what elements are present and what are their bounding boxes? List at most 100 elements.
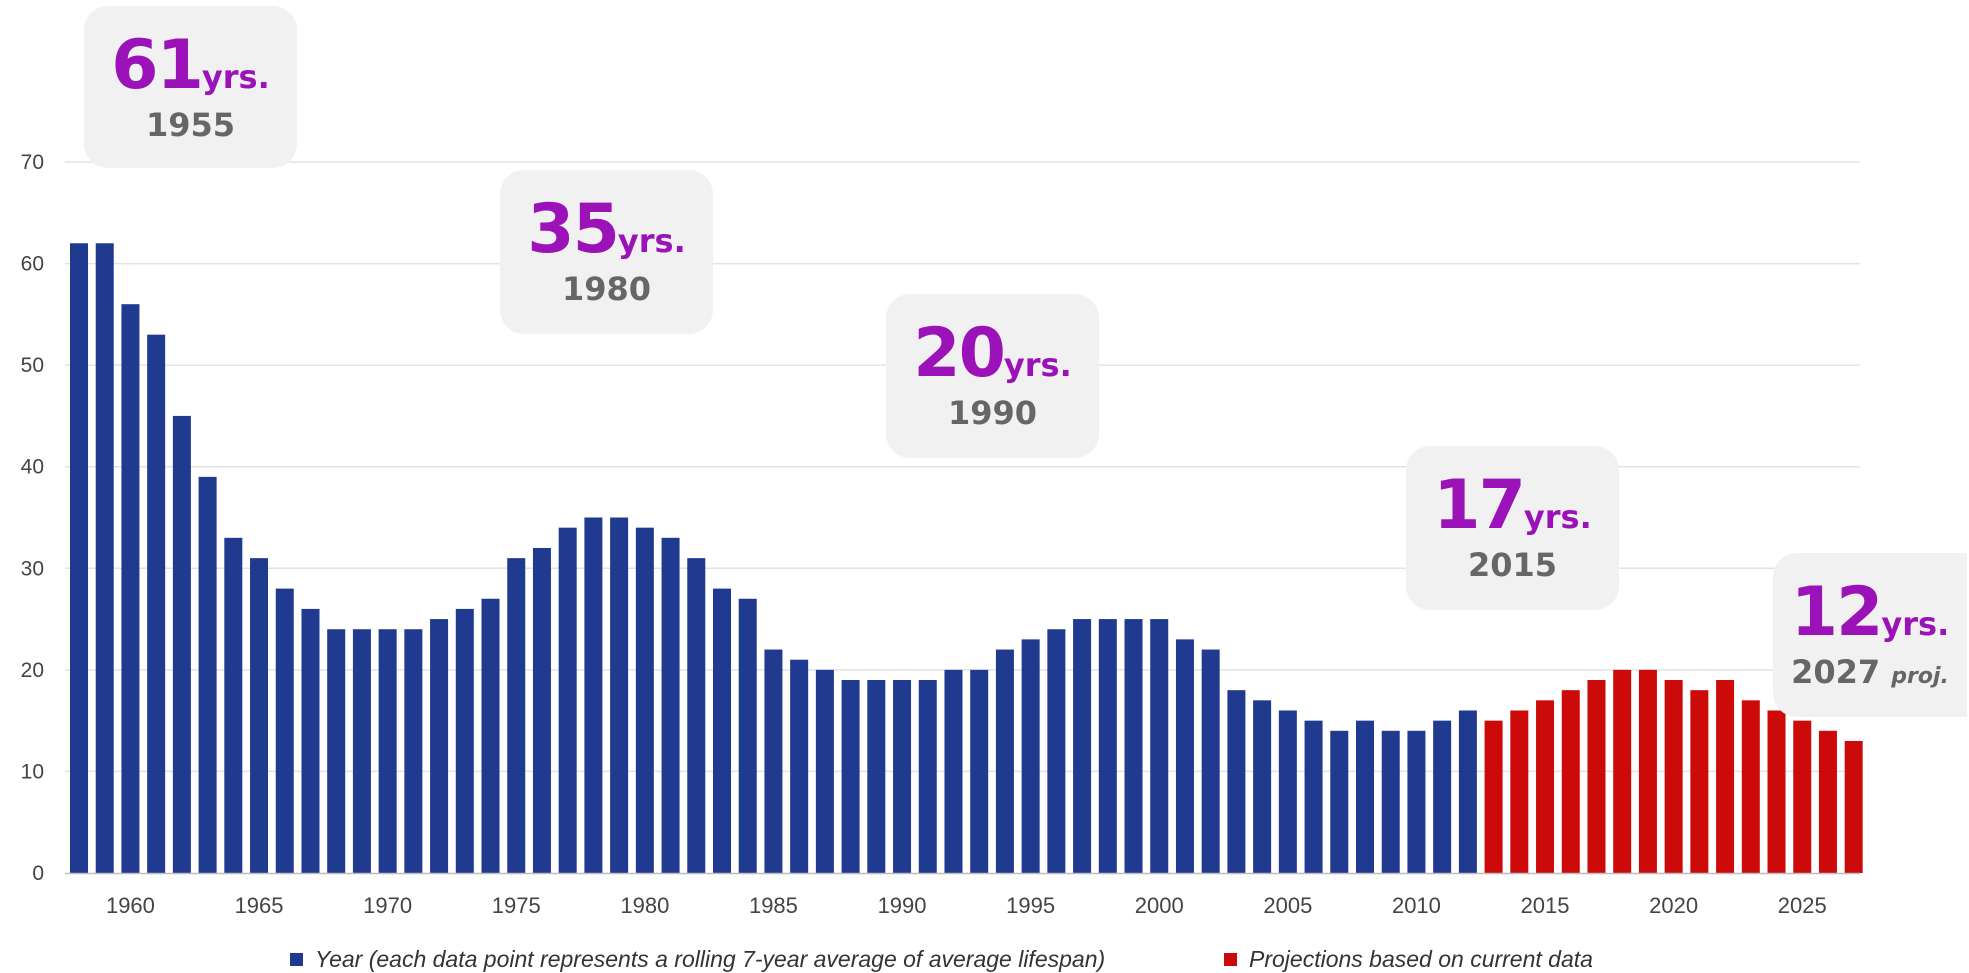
bar-historical <box>378 629 397 873</box>
x-tick-label: 2025 <box>1778 893 1827 918</box>
bar-historical <box>1047 629 1066 873</box>
x-tick-label: 2020 <box>1649 893 1698 918</box>
bar-projection <box>1767 710 1786 873</box>
y-tick-label: 30 <box>21 557 44 580</box>
y-tick-label: 0 <box>32 862 44 885</box>
bar-projection <box>1690 690 1709 873</box>
bar-historical <box>275 588 294 873</box>
bar-projection <box>1716 680 1735 873</box>
bar-historical <box>970 669 989 873</box>
bars <box>70 243 1863 874</box>
bar-historical <box>301 608 320 873</box>
bar-historical <box>430 619 449 873</box>
bar-historical <box>558 527 577 873</box>
callout-2027: 12yrs. 2027 proj. <box>1773 553 1967 717</box>
y-tick-label: 70 <box>21 151 44 174</box>
bar-historical <box>507 558 526 873</box>
callout-unit: yrs. <box>201 58 270 96</box>
bar-historical <box>918 680 937 873</box>
bar-historical <box>481 598 500 873</box>
bar-historical <box>1201 649 1220 873</box>
callout-note: proj. <box>1891 664 1949 689</box>
bar-historical <box>352 629 371 873</box>
y-tick-label: 20 <box>21 659 44 682</box>
callout-value: 20 <box>913 314 1006 393</box>
y-tick-label: 60 <box>21 253 44 276</box>
callout-value: 61 <box>111 26 204 105</box>
callout-unit: yrs. <box>1881 605 1950 643</box>
x-tick-label: 1985 <box>749 893 798 918</box>
legend-label-historical: Year (each data point represents a rolli… <box>315 946 1106 972</box>
bar-historical <box>815 669 834 873</box>
bar-historical <box>713 588 731 873</box>
bar-historical <box>867 680 886 873</box>
bar-historical <box>121 304 140 873</box>
callout-year: 1955 <box>145 106 236 144</box>
bar-historical <box>198 476 217 873</box>
bar-historical <box>404 629 423 873</box>
x-tick-label: 1965 <box>235 893 284 918</box>
legend-swatch-projection <box>1224 953 1237 966</box>
bar-historical <box>610 517 629 873</box>
bar-historical <box>995 649 1014 873</box>
callout-unit: yrs. <box>617 222 686 260</box>
bar-historical <box>635 527 654 873</box>
legend-item-projection: Projections based on current data <box>1224 946 1593 973</box>
bar-historical <box>1227 690 1246 873</box>
bar-historical <box>1304 720 1323 873</box>
callout-1990: 20yrs. 1990 <box>886 294 1099 458</box>
bar-historical <box>1381 730 1400 873</box>
callout-value: 35 <box>527 190 620 269</box>
bar-projection <box>1844 740 1863 873</box>
bar-historical <box>1253 700 1272 873</box>
bar-historical <box>944 669 963 873</box>
bar-historical <box>1021 639 1040 873</box>
callout-1980: 35yrs. 1980 <box>500 170 713 334</box>
callout-value: 17 <box>1433 466 1526 545</box>
x-axis: 1960 1965 1970 1975 1980 1985 1990 1995 2000 2005… <box>106 893 1827 918</box>
x-tick-label: 2010 <box>1392 893 1441 918</box>
legend-label-projection: Projections based on current data <box>1249 946 1593 972</box>
bar-historical <box>1330 730 1349 873</box>
x-tick-label: 2000 <box>1135 893 1184 918</box>
callout-year: 1980 <box>561 270 652 308</box>
bar-historical <box>455 608 474 873</box>
bar-projection <box>1510 710 1529 873</box>
bar-projection <box>1484 720 1503 873</box>
x-tick-label: 1980 <box>620 893 669 918</box>
x-tick-label: 1995 <box>1006 893 1055 918</box>
x-tick-label: 1960 <box>106 893 155 918</box>
bar-historical <box>95 243 114 873</box>
bar-projection <box>1638 669 1657 873</box>
bar-historical <box>1124 619 1143 873</box>
callout-2015: 17yrs. 2015 <box>1406 446 1619 610</box>
bar-historical <box>172 415 191 873</box>
bar-projection <box>1818 730 1837 873</box>
bar-historical <box>1407 730 1426 873</box>
x-tick-label: 1970 <box>363 893 412 918</box>
legend-swatch-historical <box>290 953 303 966</box>
y-axis: 0 10 20 30 40 50 60 70 <box>21 151 44 885</box>
bar-historical <box>250 558 269 873</box>
bar-projection <box>1793 720 1812 873</box>
bar-historical <box>1356 720 1374 873</box>
bar-historical <box>327 629 346 873</box>
callout-year: 2027 <box>1791 653 1881 691</box>
y-tick-label: 50 <box>21 354 44 377</box>
bar-projection <box>1741 700 1760 873</box>
callout-unit: yrs. <box>1523 498 1592 536</box>
bar-projection <box>1536 700 1555 873</box>
bar-historical <box>841 680 860 873</box>
bar-historical <box>1098 619 1117 873</box>
bar-historical <box>584 517 603 873</box>
bar-historical <box>70 243 88 873</box>
bar-projection <box>1587 680 1606 873</box>
callout-unit: yrs. <box>1003 346 1072 384</box>
bar-historical <box>1458 710 1477 873</box>
bar-projection <box>1561 690 1580 873</box>
x-tick-label: 2015 <box>1521 893 1570 918</box>
bar-historical <box>687 558 706 873</box>
callout-1955: 61yrs. 1955 <box>84 6 297 168</box>
bar-historical <box>224 537 243 873</box>
bar-historical <box>1433 720 1452 873</box>
